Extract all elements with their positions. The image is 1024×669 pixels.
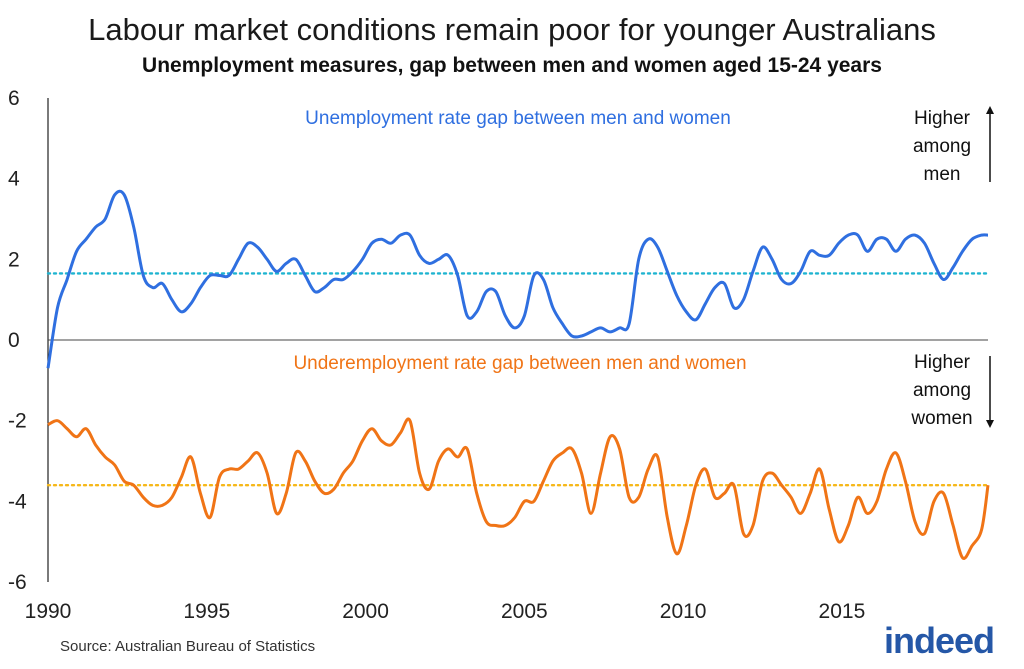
y-tick-label: -4	[8, 490, 27, 513]
annotation-line: women	[910, 408, 972, 429]
y-tick-label: -6	[8, 571, 27, 594]
y-tick-label: -2	[8, 410, 27, 433]
source-note: Source: Australian Bureau of Statistics	[60, 638, 316, 655]
annotation-higher-among-men: Higher among men	[913, 106, 994, 185]
annotation-line: among	[913, 136, 971, 157]
annotation-higher-among-women: Higher among women	[910, 352, 994, 429]
series-line-1	[47, 417, 990, 560]
annotation-line: men	[924, 164, 961, 185]
arrow-down-head-icon	[986, 420, 994, 428]
arrow-up-head-icon	[986, 106, 994, 114]
indeed-logo[interactable]: indeed	[883, 620, 995, 661]
chart-axes: 6 4 2 0 -2 -4 -6 1990 1995 2000 2005 2010 2015	[8, 87, 988, 623]
y-tick-label: 2	[8, 248, 20, 271]
y-tick-label: 0	[8, 329, 20, 352]
series-lines	[46, 189, 990, 560]
chart-subtitle: Unemployment measures, gap between men a…	[142, 54, 882, 77]
annotation-line: Higher	[914, 108, 971, 129]
annotation-line: among	[913, 380, 971, 401]
series-line-0	[46, 189, 989, 369]
x-tick-label: 2015	[819, 600, 866, 623]
series-label-unemployment: Unemployment rate gap between men and wo…	[305, 108, 731, 129]
x-tick-label: 1990	[25, 600, 72, 623]
chart-title: Labour market conditions remain poor for…	[88, 12, 936, 47]
y-tick-label: 4	[8, 168, 20, 191]
annotation-line: Higher	[914, 352, 971, 373]
x-tick-label: 2000	[342, 600, 389, 623]
y-tick-label: 6	[8, 87, 20, 110]
series-label-underemployment: Underemployment rate gap between men and…	[293, 353, 746, 374]
x-tick-label: 2005	[501, 600, 548, 623]
x-tick-label: 2010	[660, 600, 707, 623]
average-lines	[46, 272, 990, 487]
x-tick-label: 1995	[183, 600, 230, 623]
